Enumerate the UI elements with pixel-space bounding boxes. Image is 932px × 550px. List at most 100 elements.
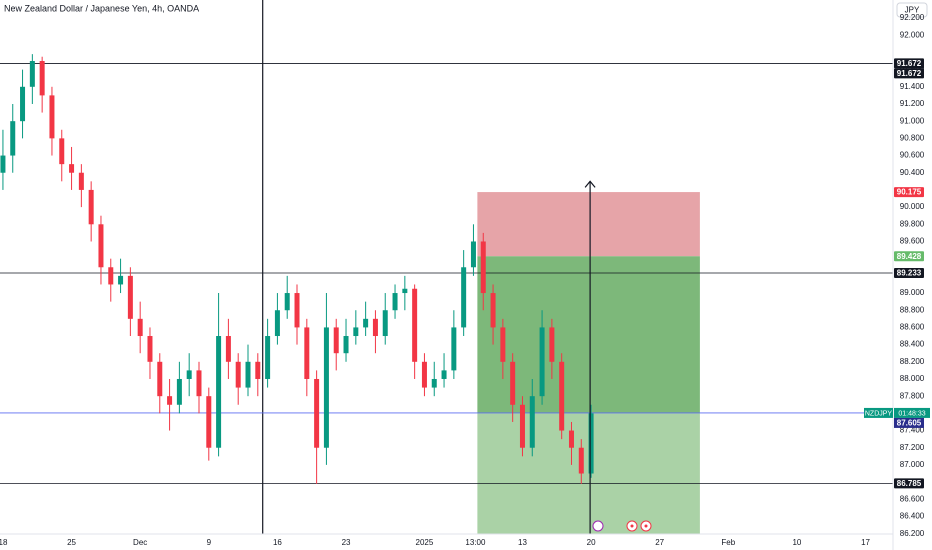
crosshair-label-box: [461, 536, 490, 549]
candle-body: [578, 447, 584, 474]
x-tick-label: 27: [655, 538, 664, 547]
y-tick-label: 89.000: [900, 288, 925, 297]
event-icons: [592, 520, 652, 532]
x-tick-label: 23: [342, 538, 351, 547]
y-tick-label: 88.000: [900, 374, 925, 383]
candle-body: [235, 361, 241, 388]
y-tick-label: 92.200: [900, 13, 925, 22]
x-tick-label: 9: [207, 538, 212, 547]
candle-body: [265, 336, 271, 379]
candle-body: [127, 275, 133, 319]
y-tick-label: 92.000: [900, 30, 925, 39]
candle-body: [382, 310, 388, 337]
y-tick-label: 89.600: [900, 237, 925, 246]
candle-body: [29, 61, 35, 87]
price-label: 90.175: [897, 188, 922, 197]
y-tick-label: 86.200: [900, 529, 925, 538]
candle-body: [118, 275, 124, 285]
x-tick-label: 25: [67, 538, 76, 547]
arrow-head: [584, 180, 596, 188]
price-label-box: [894, 478, 924, 489]
candle-body: [98, 224, 104, 268]
candle-body: [441, 370, 447, 379]
x-tick-label: 2025: [416, 538, 434, 547]
price-label: 91.672: [897, 69, 922, 78]
candle-body: [274, 310, 280, 337]
y-tick-label: 90.000: [900, 202, 925, 211]
candle-body: [69, 164, 75, 173]
candle-body: [568, 430, 574, 448]
candle-body: [88, 189, 94, 225]
x-tick-label: Feb: [721, 538, 735, 547]
price-label: 89.428: [897, 252, 922, 261]
crosshair-label: 13:00: [465, 538, 486, 547]
y-tick-label: 87.200: [900, 443, 925, 452]
price-label-box: [894, 187, 924, 198]
y-tick-label: 87.000: [900, 460, 925, 469]
candle-body: [333, 327, 339, 354]
candle-body: [284, 293, 290, 311]
candle-body: [216, 336, 222, 448]
candle-body: [431, 378, 437, 388]
y-tick-label: 87.800: [900, 391, 925, 400]
candle-body: [78, 172, 84, 190]
x-tick-label: 18: [0, 538, 8, 547]
candle-body: [176, 378, 182, 405]
y-tick-label: 86.600: [900, 494, 925, 503]
price-label-box: [894, 58, 924, 69]
candle-body: [529, 396, 535, 448]
y-tick-label: 88.200: [900, 357, 925, 366]
candle-body: [412, 288, 418, 362]
candle-body: [461, 267, 467, 328]
candle-body: [294, 293, 300, 328]
candle-body: [186, 370, 192, 379]
countdown-label: 01:48:33: [898, 410, 925, 417]
candle-body: [20, 86, 26, 122]
price-label-box: [894, 268, 924, 279]
x-tick-label: 13: [518, 538, 527, 547]
candle-body: [549, 327, 555, 362]
candle-body: [39, 61, 45, 96]
x-tick-label: 17: [861, 538, 870, 547]
candle-body: [539, 327, 545, 397]
candle-body: [304, 327, 310, 379]
y-tick-label: 91.000: [900, 116, 925, 125]
y-tick-label: 88.800: [900, 305, 925, 314]
candle-body: [402, 288, 408, 294]
y-tick-label: 89.800: [900, 219, 925, 228]
candle-body: [147, 336, 153, 362]
candle-body: [225, 336, 231, 362]
event-icon[interactable]: [592, 520, 604, 532]
stop-zone: [477, 192, 700, 257]
candle-body: [314, 378, 320, 448]
candle-body: [255, 361, 261, 379]
y-tick-label: 91.200: [900, 99, 925, 108]
currency-button[interactable]: [896, 2, 928, 18]
candle-body: [157, 361, 163, 397]
candle-body: [49, 95, 55, 139]
candle-body: [196, 370, 202, 397]
symbol-box: [864, 407, 893, 418]
symbol-label: NZDJPY: [865, 410, 893, 417]
y-tick-label: 90.800: [900, 133, 925, 142]
y-tick-label: 86.400: [900, 512, 925, 521]
countdown-box: [894, 407, 930, 418]
candle-body: [343, 336, 349, 354]
candle-body: [470, 241, 476, 268]
candle-body: [372, 318, 378, 337]
candle-body: [137, 318, 143, 337]
candle-body: [490, 293, 496, 328]
price-label-box: [894, 251, 924, 262]
price-label: 89.233: [897, 269, 922, 278]
x-tick-label: Dec: [133, 538, 147, 547]
x-tick-label: 16: [273, 538, 282, 547]
y-tick-label: 88.400: [900, 340, 925, 349]
candle-body: [588, 413, 594, 474]
candle-body: [480, 241, 486, 294]
price-label: 86.785: [897, 479, 922, 488]
y-tick-label: 90.600: [900, 151, 925, 160]
currency[interactable]: JPY: [905, 6, 920, 15]
candle-body: [519, 404, 525, 448]
candle-body: [451, 327, 457, 371]
